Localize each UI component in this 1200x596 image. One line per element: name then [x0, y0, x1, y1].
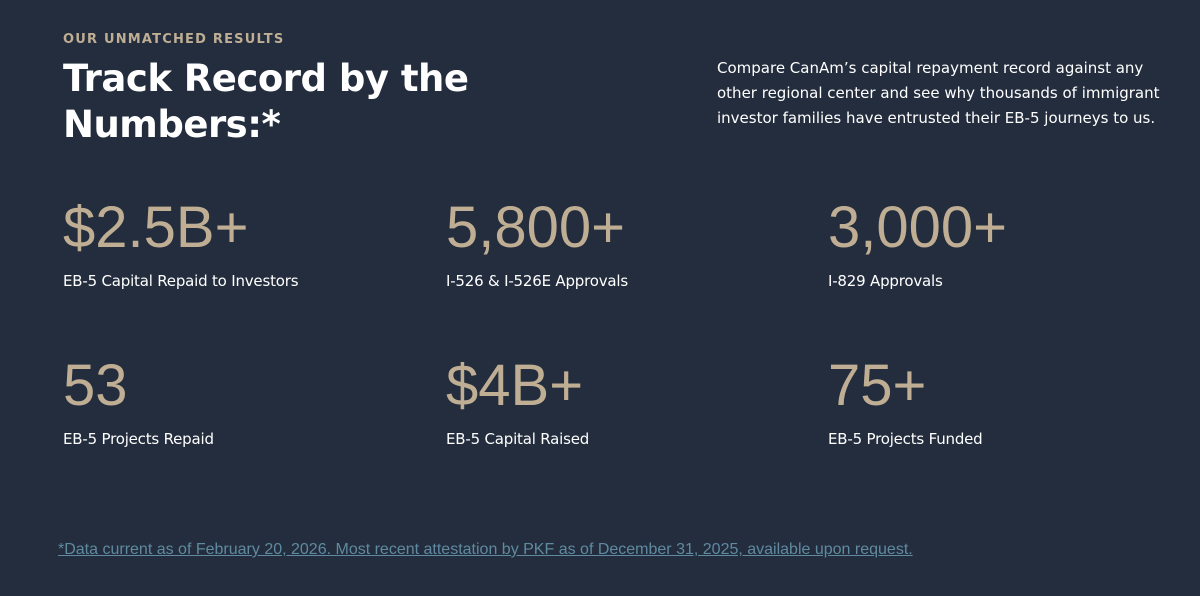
stat-value: 5,800+ — [446, 195, 626, 260]
stat: 5,800+ I-526 & I-526E Approvals — [446, 195, 806, 291]
title: Track Record by the Numbers:* — [63, 57, 469, 146]
stat-label: EB-5 Projects Funded — [828, 430, 983, 448]
stat: 53 EB-5 Projects Repaid — [63, 353, 423, 449]
stat: $4B+ EB-5 Capital Raised — [446, 353, 806, 449]
stat-label: EB-5 Capital Raised — [446, 430, 590, 448]
eyebrow: OUR UNMATCHED RESULTS — [63, 32, 285, 47]
intro: Compare CanAm’s capital repayment record… — [717, 59, 1160, 127]
stat-value: $2.5B+ — [63, 195, 249, 260]
stat-label: EB-5 Capital Repaid to Investors — [63, 272, 299, 290]
stat-label: I-829 Approvals — [828, 272, 943, 290]
stat-label: EB-5 Projects Repaid — [63, 430, 214, 448]
stat-value: $4B+ — [446, 353, 584, 418]
stat: 75+ EB-5 Projects Funded — [828, 353, 1188, 449]
footnote-link[interactable]: *Data current as of February 20, 2026. M… — [58, 541, 913, 558]
stat: $2.5B+ EB-5 Capital Repaid to Investors — [63, 195, 423, 291]
stat-label: I-526 & I-526E Approvals — [446, 272, 628, 290]
stat-value: 3,000+ — [828, 195, 1008, 260]
stat-value: 75+ — [828, 353, 927, 418]
stat-value: 53 — [63, 353, 128, 418]
stat: 3,000+ I-829 Approvals — [828, 195, 1188, 291]
